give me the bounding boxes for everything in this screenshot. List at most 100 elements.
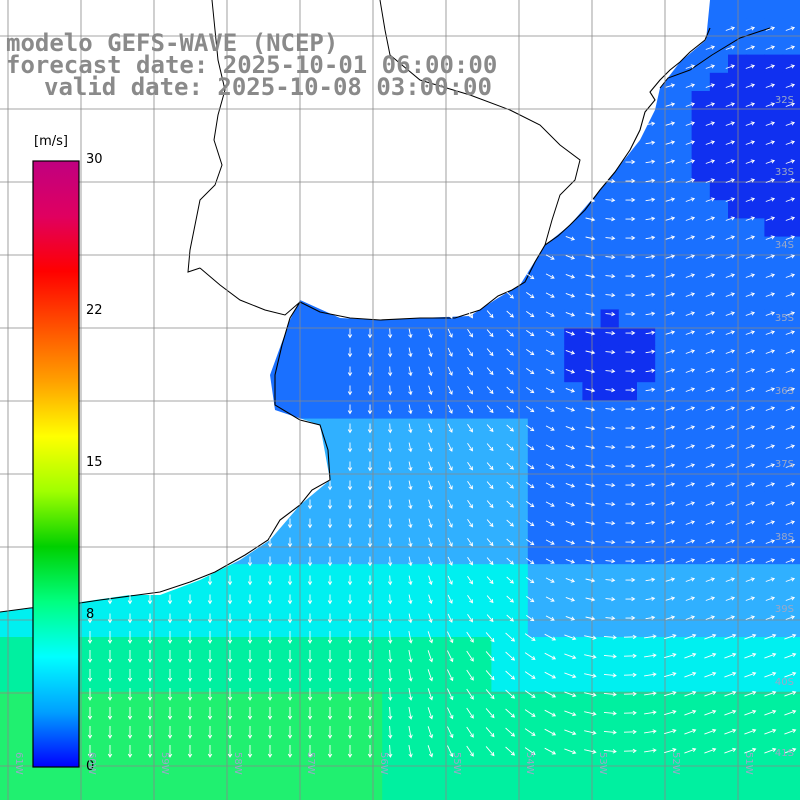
wind-arrow — [486, 329, 494, 338]
wind-arrow — [724, 709, 737, 716]
wind-arrow — [287, 594, 293, 605]
wind-arrow — [526, 615, 535, 622]
field-cell — [637, 309, 656, 329]
field-cell — [764, 491, 784, 511]
field-cell — [746, 163, 765, 183]
field-cell — [618, 509, 638, 529]
wind-arrow — [207, 613, 213, 624]
field-cell — [673, 600, 693, 620]
wind-arrow — [704, 690, 717, 697]
field-cell — [163, 673, 183, 693]
wind-arrow — [524, 652, 536, 660]
field-cell — [673, 509, 693, 529]
field-cell — [473, 764, 492, 784]
field-cell — [236, 764, 256, 784]
field-cell — [455, 527, 474, 547]
wind-arrow — [704, 709, 717, 716]
wind-arrow — [267, 688, 273, 701]
wind-arrow — [565, 482, 576, 488]
field-cell — [618, 600, 638, 620]
wind-arrow — [467, 537, 473, 547]
wind-arrow — [665, 273, 676, 278]
wind-arrow — [584, 654, 597, 659]
wind-arrow — [665, 178, 676, 183]
wind-arrow — [744, 747, 757, 754]
wind-arrow — [705, 558, 716, 563]
field-cell — [218, 746, 238, 765]
wind-arrow — [347, 669, 353, 682]
field-cell — [564, 582, 583, 602]
lon-label-54w: 54W — [524, 752, 535, 775]
field-cell — [600, 491, 620, 511]
wind-arrow — [684, 728, 697, 735]
field-cell — [527, 327, 547, 347]
wind-arrow — [526, 292, 535, 299]
wind-arrow — [725, 520, 736, 525]
field-cell — [418, 455, 438, 474]
lon-label-59w: 59W — [159, 752, 170, 775]
field-cell — [382, 455, 401, 474]
wind-arrow — [524, 690, 536, 698]
wind-arrow — [605, 369, 616, 374]
wind-arrow — [605, 559, 616, 564]
wind-arrow — [665, 197, 676, 202]
field-cell — [564, 764, 583, 784]
wind-arrow — [187, 594, 193, 605]
wind-arrow — [347, 556, 353, 567]
wind-arrow — [605, 483, 616, 488]
field-cell — [527, 728, 547, 747]
wind-arrow — [725, 387, 736, 392]
field-cell — [218, 764, 238, 784]
field-cell — [618, 309, 638, 329]
field-cell — [400, 673, 420, 693]
field-cell — [709, 746, 729, 765]
wind-arrow — [645, 558, 656, 563]
field-cell — [418, 728, 438, 747]
wind-arrow — [744, 690, 757, 697]
field-cell — [127, 709, 147, 729]
border-line — [187, 0, 226, 273]
wind-arrow — [428, 385, 433, 396]
wind-arrow — [565, 292, 576, 298]
wind-arrow — [428, 366, 433, 377]
field-cell — [728, 200, 747, 219]
wind-arrow — [526, 444, 535, 451]
wind-arrow — [625, 368, 636, 374]
field-cell — [673, 254, 693, 274]
field-cell — [0, 618, 19, 638]
wind-arrow — [327, 556, 333, 567]
field-cell — [91, 618, 110, 638]
wind-arrow — [685, 235, 696, 240]
wind-arrow — [486, 500, 494, 509]
field-cell — [418, 618, 438, 638]
field-cell — [728, 728, 747, 747]
field-cell — [691, 691, 711, 711]
wind-arrow — [107, 707, 113, 720]
wind-arrow — [765, 83, 776, 88]
field-cell — [0, 655, 19, 674]
wind-arrow — [785, 444, 796, 449]
wind-arrow — [227, 669, 233, 682]
wind-arrow — [725, 292, 736, 297]
wind-arrow — [467, 499, 473, 509]
field-cell — [764, 182, 784, 201]
wind-arrow — [526, 330, 535, 337]
wind-arrow — [307, 745, 313, 758]
field-cell — [782, 127, 800, 147]
wind-arrow — [428, 518, 433, 529]
wind-arrow — [745, 520, 756, 525]
wind-arrow — [307, 707, 313, 720]
field-cell — [236, 746, 256, 765]
lat-label-40s: 40S — [774, 677, 794, 688]
field-cell — [109, 746, 128, 765]
field-cell — [637, 218, 656, 238]
wind-arrow — [664, 652, 677, 659]
wind-arrow — [685, 558, 696, 563]
field-cell — [746, 582, 765, 602]
wind-arrow — [267, 575, 273, 586]
wind-arrow — [408, 480, 413, 491]
wind-arrow — [645, 178, 656, 183]
wind-arrow — [408, 328, 413, 339]
field-cell — [218, 673, 238, 693]
wind-arrow — [167, 669, 173, 682]
